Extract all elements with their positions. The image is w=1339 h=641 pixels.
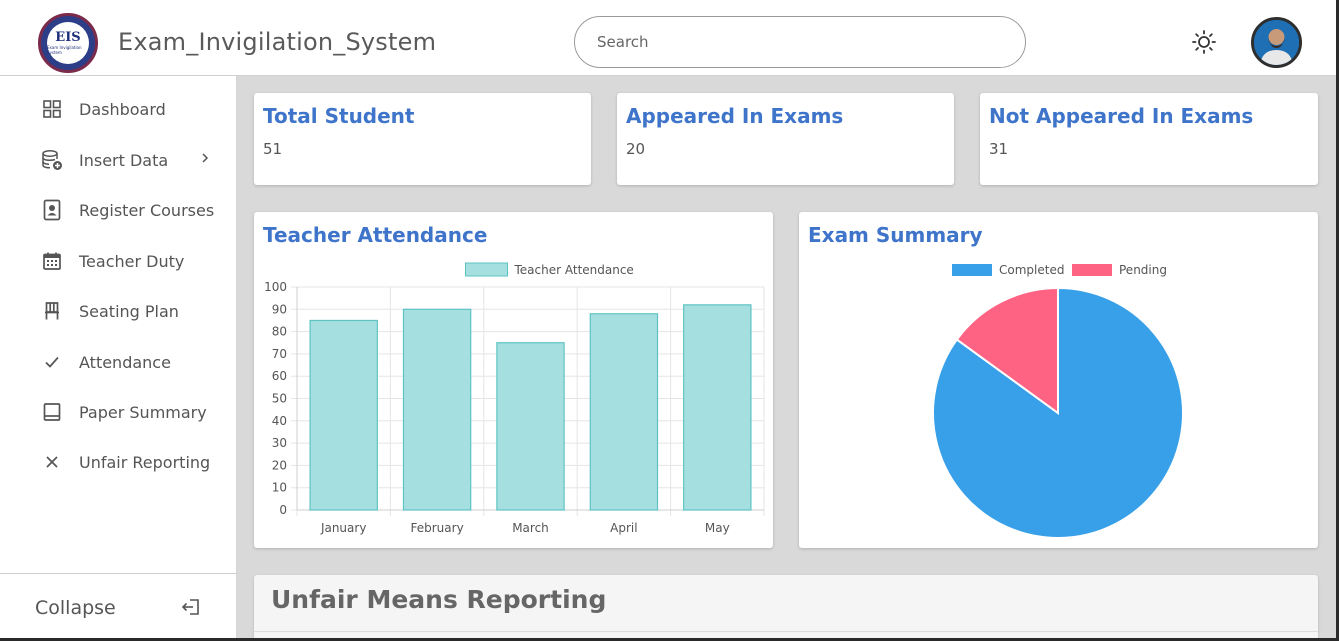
sidebar-item-label: Dashboard: [79, 99, 166, 119]
logo-subtext: Exam Invigilation System: [47, 45, 82, 55]
legend-label: Teacher Attendance: [514, 263, 634, 277]
collapse-button[interactable]: Collapse: [0, 584, 237, 630]
stat-value: 51: [263, 140, 283, 158]
university-logo: EIS Exam Invigilation System: [38, 13, 98, 73]
sidebar-item-label: Attendance: [79, 352, 171, 372]
x-tick-label: May: [705, 521, 730, 535]
y-tick-label: 20: [272, 458, 287, 472]
sidebar: Dashboard Insert Data Register Courses T…: [0, 76, 237, 638]
user-avatar-image: [1254, 20, 1299, 65]
theme-toggle-button[interactable]: [1190, 28, 1218, 56]
sidebar-item-label: Register Courses: [79, 200, 215, 220]
chevron-right-icon: [200, 152, 210, 168]
x-tick-label: April: [610, 521, 637, 535]
pie-slice: [955, 286, 1059, 415]
x-tick-label: January: [320, 521, 367, 535]
stat-title: Total Student: [263, 104, 415, 128]
sidebar-item-attendance[interactable]: Attendance: [0, 342, 237, 382]
y-tick-label: 10: [272, 481, 287, 495]
stat-value: 31: [989, 140, 1009, 158]
y-tick-label: 40: [272, 414, 287, 428]
sidebar-item-label: Insert Data: [79, 150, 169, 170]
collapse-icon: [180, 596, 202, 618]
top-bar: EIS Exam Invigilation System Exam_Invigi…: [0, 0, 1336, 76]
bar: [683, 304, 752, 511]
x-icon: [41, 451, 63, 473]
sidebar-item-register-courses[interactable]: Register Courses: [0, 190, 237, 230]
x-tick-label: March: [512, 521, 549, 535]
sun-icon: [1192, 30, 1216, 54]
sidebar-item-paper-summary[interactable]: Paper Summary: [0, 392, 237, 432]
section-divider: [254, 631, 1318, 632]
sidebar-divider: [0, 573, 237, 574]
sidebar-item-label: Teacher Duty: [79, 251, 185, 271]
user-avatar[interactable]: [1251, 17, 1302, 68]
chart-title: Teacher Attendance: [263, 223, 488, 247]
logo-text: EIS: [55, 30, 81, 45]
sidebar-item-insert-data[interactable]: Insert Data: [0, 140, 237, 180]
teacher-attendance-chart: Teacher Attendance 0 10 20 30 40 50 60 70 80 90 100…: [264, 262, 765, 535]
collapse-label: Collapse: [35, 597, 116, 619]
exam-summary-card: Exam Summary Completed Pending: [799, 212, 1318, 548]
chair-icon: [41, 300, 63, 322]
grid-icon: [41, 98, 63, 120]
y-tick-label: 70: [272, 347, 287, 361]
sidebar-item-label: Unfair Reporting: [79, 452, 211, 472]
calendar-icon: [41, 250, 63, 272]
sidebar-item-unfair-reporting[interactable]: Unfair Reporting: [0, 442, 237, 482]
stat-card-total-student: Total Student 51: [254, 93, 591, 185]
legend-label: Pending: [1119, 263, 1167, 277]
legend-label: Completed: [999, 263, 1064, 277]
y-tick-label: 30: [272, 436, 287, 450]
bar: [496, 342, 565, 511]
bar: [402, 308, 472, 511]
unfair-means-section: Unfair Means Reporting: [254, 575, 1318, 638]
sidebar-item-label: Paper Summary: [79, 402, 207, 422]
y-tick-label: 50: [272, 392, 287, 406]
sidebar-item-teacher-duty[interactable]: Teacher Duty: [0, 241, 237, 281]
sidebar-item-label: Seating Plan: [79, 301, 179, 321]
search-input[interactable]: [574, 16, 1026, 68]
y-tick-label: 60: [272, 369, 287, 383]
section-title: Unfair Means Reporting: [271, 585, 607, 614]
legend-swatch: [1072, 264, 1112, 276]
y-tick-label: 90: [272, 302, 287, 316]
bar: [309, 319, 378, 511]
exam-summary-chart: Completed Pending: [932, 263, 1184, 539]
window-edge: [0, 638, 1339, 641]
x-tick-label: February: [411, 521, 464, 535]
stat-title: Appeared In Exams: [626, 104, 844, 128]
stat-card-appeared: Appeared In Exams 20: [617, 93, 954, 185]
sidebar-item-seating-plan[interactable]: Seating Plan: [0, 291, 237, 331]
y-tick-label: 100: [264, 280, 287, 294]
legend-swatch: [465, 262, 508, 277]
sidebar-item-dashboard[interactable]: Dashboard: [0, 89, 237, 129]
chart-title: Exam Summary: [808, 223, 983, 247]
y-tick-label: 0: [279, 503, 287, 517]
stat-card-not-appeared: Not Appeared In Exams 31: [980, 93, 1318, 185]
bar: [589, 313, 659, 511]
id-badge-icon: [41, 199, 63, 221]
check-icon: [41, 351, 63, 373]
y-tick-label: 80: [272, 325, 287, 339]
teacher-attendance-card: Teacher Attendance Teacher Attendance 0 10…: [254, 212, 773, 548]
database-add-icon: [41, 149, 63, 171]
paper-icon: [41, 401, 63, 423]
stat-value: 20: [626, 140, 646, 158]
app-title: Exam_Invigilation_System: [118, 28, 437, 56]
window-edge: [1336, 0, 1339, 641]
stat-title: Not Appeared In Exams: [989, 104, 1254, 128]
legend-swatch: [952, 264, 992, 276]
